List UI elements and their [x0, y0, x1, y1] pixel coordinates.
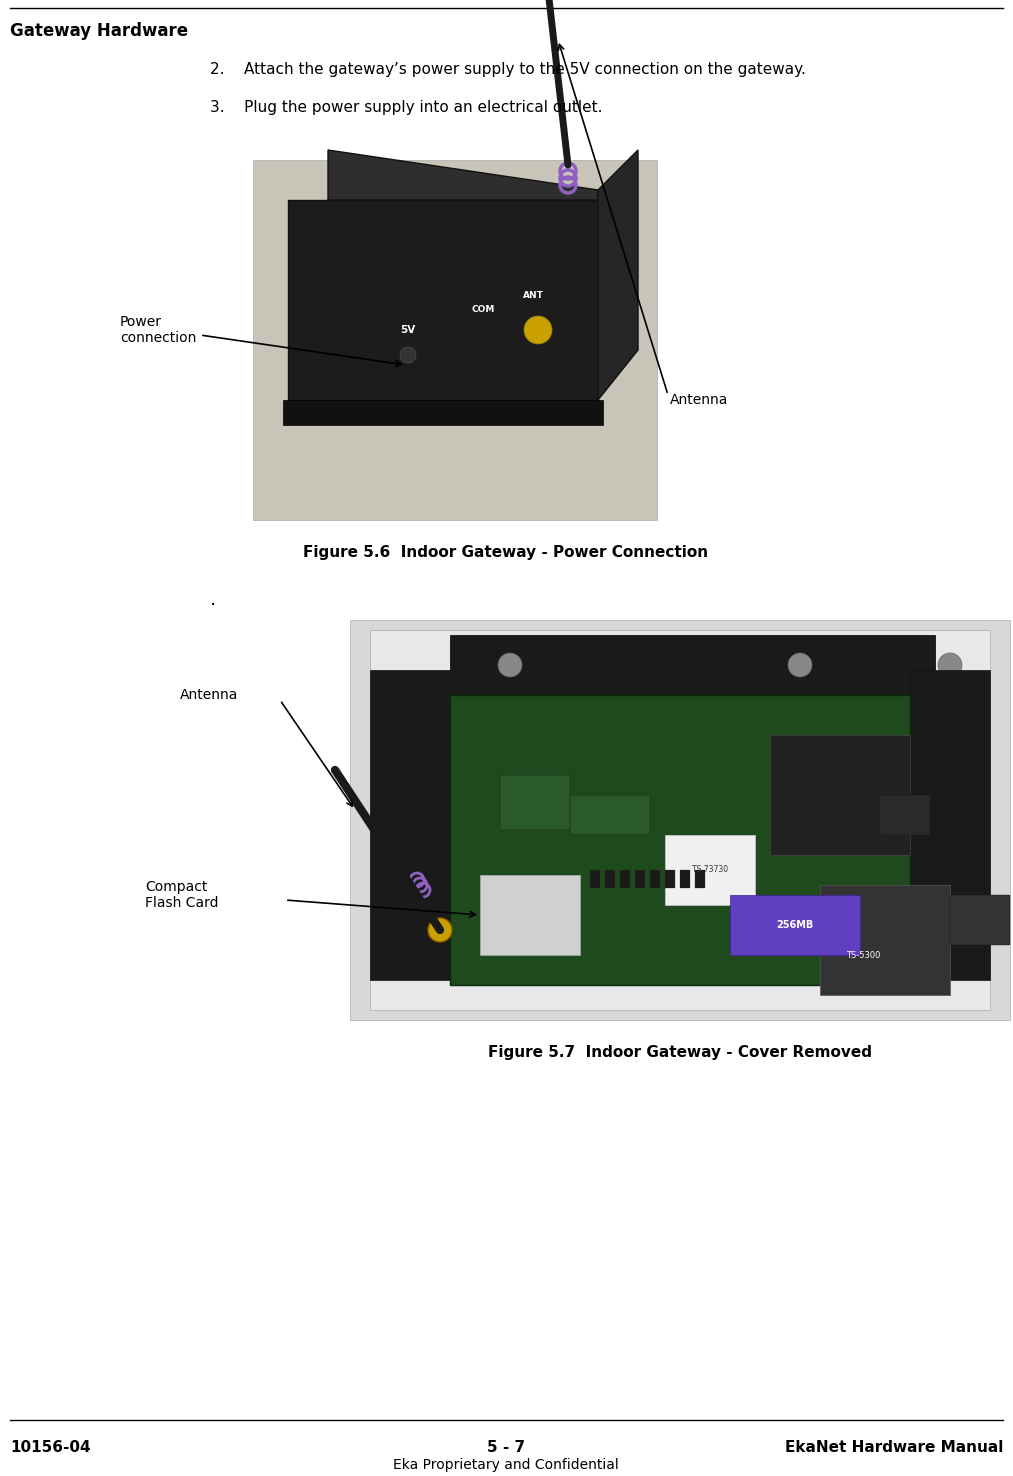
FancyBboxPatch shape	[450, 635, 935, 695]
Text: 10156-04: 10156-04	[10, 1441, 90, 1455]
Text: EkaNet Hardware Manual: EkaNet Hardware Manual	[785, 1441, 1003, 1455]
FancyBboxPatch shape	[288, 201, 598, 400]
FancyBboxPatch shape	[635, 869, 645, 889]
Text: TS-5300: TS-5300	[846, 951, 880, 959]
Text: 256MB: 256MB	[776, 920, 813, 930]
FancyBboxPatch shape	[370, 670, 450, 980]
FancyBboxPatch shape	[480, 875, 580, 955]
Text: 3.    Plug the power supply into an electrical outlet.: 3. Plug the power supply into an electri…	[210, 100, 603, 115]
FancyBboxPatch shape	[665, 869, 675, 889]
Circle shape	[498, 652, 522, 677]
FancyBboxPatch shape	[500, 775, 570, 830]
Circle shape	[524, 316, 552, 344]
FancyBboxPatch shape	[650, 869, 660, 889]
Text: 5 - 7: 5 - 7	[487, 1441, 525, 1455]
Text: Power
connection: Power connection	[120, 314, 197, 345]
Circle shape	[938, 652, 962, 677]
FancyBboxPatch shape	[680, 869, 690, 889]
FancyBboxPatch shape	[370, 630, 990, 1010]
Text: Eka Proprietary and Confidential: Eka Proprietary and Confidential	[393, 1458, 619, 1472]
FancyBboxPatch shape	[605, 869, 615, 889]
FancyBboxPatch shape	[620, 869, 630, 889]
Text: Compact
Flash Card: Compact Flash Card	[145, 880, 219, 911]
Text: Antenna: Antenna	[670, 393, 728, 407]
Polygon shape	[328, 151, 598, 201]
FancyBboxPatch shape	[450, 695, 910, 984]
FancyBboxPatch shape	[880, 796, 930, 835]
FancyBboxPatch shape	[350, 620, 1010, 1020]
Polygon shape	[598, 151, 638, 400]
Circle shape	[400, 347, 416, 363]
Text: 2.    Attach the gateway’s power supply to the 5V connection on the gateway.: 2. Attach the gateway’s power supply to …	[210, 62, 806, 77]
Text: 5V: 5V	[400, 325, 415, 335]
Text: Gateway Hardware: Gateway Hardware	[10, 22, 188, 40]
FancyBboxPatch shape	[570, 796, 650, 835]
Text: .: .	[210, 590, 216, 610]
Circle shape	[788, 652, 812, 677]
FancyBboxPatch shape	[950, 894, 1010, 945]
FancyBboxPatch shape	[910, 670, 990, 980]
FancyBboxPatch shape	[665, 835, 755, 905]
Text: ANT: ANT	[523, 291, 543, 300]
FancyBboxPatch shape	[283, 400, 603, 425]
Circle shape	[428, 918, 452, 942]
FancyBboxPatch shape	[590, 869, 600, 889]
Text: Figure 5.6  Indoor Gateway - Power Connection: Figure 5.6 Indoor Gateway - Power Connec…	[304, 545, 708, 559]
Text: Antenna: Antenna	[180, 688, 238, 703]
FancyBboxPatch shape	[820, 886, 950, 995]
Text: COM: COM	[471, 306, 494, 314]
FancyBboxPatch shape	[730, 894, 860, 955]
FancyBboxPatch shape	[253, 159, 657, 520]
Text: Figure 5.7  Indoor Gateway - Cover Removed: Figure 5.7 Indoor Gateway - Cover Remove…	[488, 1045, 872, 1060]
Text: TS 73730: TS 73730	[692, 865, 728, 874]
FancyBboxPatch shape	[770, 735, 910, 855]
FancyBboxPatch shape	[695, 869, 705, 889]
